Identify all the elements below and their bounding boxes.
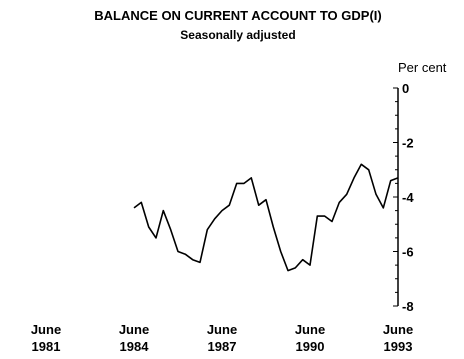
x-tick-month: June xyxy=(119,322,149,337)
series-layer xyxy=(133,163,399,272)
x-tick-month: June xyxy=(31,322,61,337)
x-tick-label: June 1981 xyxy=(31,322,61,354)
series-line xyxy=(133,163,399,272)
y-tick-label: -6 xyxy=(402,245,414,260)
x-tick-month: June xyxy=(383,322,413,337)
y-tick-label: -2 xyxy=(402,136,414,151)
chart-title: BALANCE ON CURRENT ACCOUNT TO GDP(I) xyxy=(94,8,381,23)
x-tick-year: 1990 xyxy=(296,339,325,354)
x-tick-year: 1993 xyxy=(384,339,413,354)
y-tick-label: -4 xyxy=(402,190,414,205)
x-tick-year: 1984 xyxy=(120,339,150,354)
x-tick-month: June xyxy=(295,322,325,337)
x-tick-label: June 1984 xyxy=(119,322,149,354)
x-tick-label: June 1993 xyxy=(383,322,413,354)
x-tick-year: 1987 xyxy=(208,339,237,354)
x-tick-month: June xyxy=(207,322,237,337)
y-tick-label: -8 xyxy=(402,299,414,314)
y-axis-unit-label: Per cent xyxy=(398,60,447,75)
y-axis: 0 -2 -4 -6 -8 xyxy=(393,81,414,314)
y-tick-label: 0 xyxy=(402,81,409,96)
x-tick-label: June 1987 xyxy=(207,322,237,354)
x-tick-label: June 1990 xyxy=(295,322,325,354)
x-tick-year: 1981 xyxy=(32,339,61,354)
chart-subtitle: Seasonally adjusted xyxy=(180,28,295,42)
x-axis: June 1981 June 1984 June 1987 June 1990 June 1993 xyxy=(31,322,413,354)
